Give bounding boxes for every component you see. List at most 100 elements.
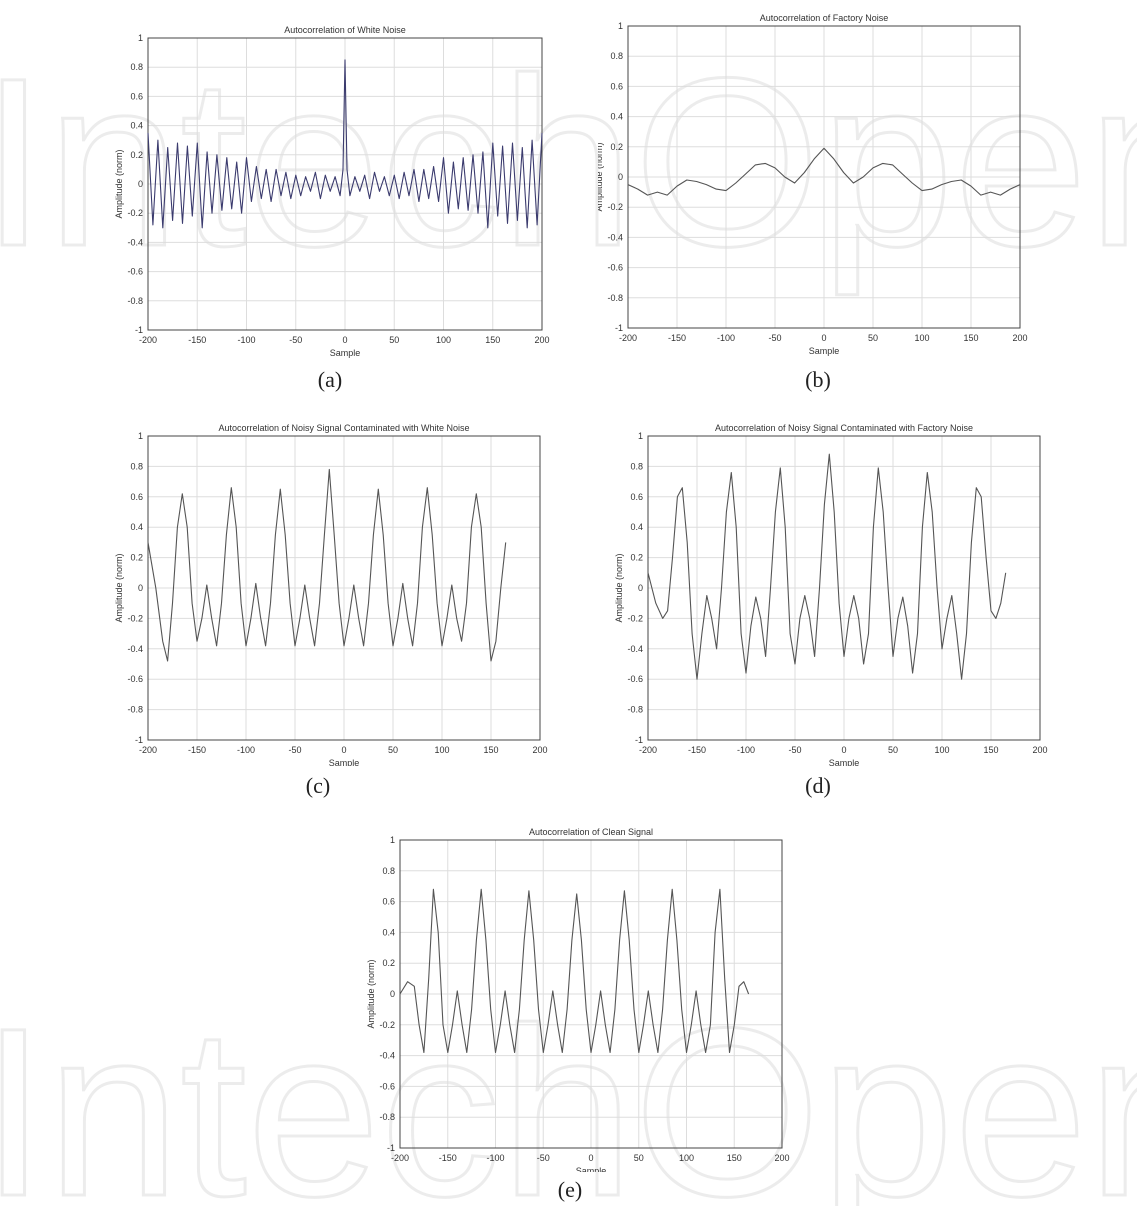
x-tick-label: 150	[485, 335, 500, 345]
y-tick-label: 0.8	[130, 461, 143, 471]
y-tick-label: -0.6	[607, 263, 623, 273]
x-axis-label: Sample	[829, 758, 860, 766]
y-tick-label: -0.6	[127, 267, 143, 277]
y-tick-label: 0.6	[130, 492, 143, 502]
x-tick-label: 200	[532, 745, 547, 755]
y-tick-label: -0.2	[379, 1020, 395, 1030]
x-tick-label: 50	[888, 745, 898, 755]
y-tick-label: -0.2	[607, 202, 623, 212]
y-tick-label: -0.4	[627, 644, 643, 654]
series-line	[399, 888, 750, 1054]
y-tick-label: 0.6	[630, 492, 643, 502]
y-tick-label: -0.2	[627, 613, 643, 623]
x-tick-label: 200	[774, 1153, 789, 1163]
x-tick-label: -100	[486, 1153, 504, 1163]
x-tick-label: -50	[289, 335, 302, 345]
x-tick-label: 150	[963, 333, 978, 343]
y-tick-label: 0.2	[630, 553, 643, 563]
x-tick-label: 0	[588, 1153, 593, 1163]
x-tick-label: 100	[434, 745, 449, 755]
y-tick-label: -0.8	[607, 293, 623, 303]
y-axis-label: Amplitude (norm)	[114, 553, 124, 622]
x-tick-label: -50	[537, 1153, 550, 1163]
x-tick-label: 150	[983, 745, 998, 755]
y-tick-label: -0.8	[627, 705, 643, 715]
y-tick-label: -1	[135, 325, 143, 335]
x-tick-label: -150	[439, 1153, 457, 1163]
caption-c: (c)	[305, 773, 331, 798]
y-tick-label: 1	[638, 431, 643, 441]
y-tick-label: 0.2	[130, 553, 143, 563]
x-tick-label: 50	[389, 335, 399, 345]
caption-a: (a)	[317, 367, 343, 392]
y-tick-label: -0.4	[607, 232, 623, 242]
panel-e: -200 -150 -100 -50 0 50 100 150 200 -1 -0.8 -0.6 -0.…	[350, 822, 790, 1212]
y-tick-label: 1	[390, 835, 395, 845]
x-tick-label: -100	[737, 745, 755, 755]
series-line	[627, 147, 1021, 196]
x-tick-label: 200	[1032, 745, 1047, 755]
chart-a: -200 -150 -100 -50 0 50 100 150 200 -1 -0.8 -0.6 -0.…	[114, 25, 550, 358]
x-tick-label: -200	[639, 745, 657, 755]
x-tick-label: -200	[139, 745, 157, 755]
x-tick-label: -50	[788, 745, 801, 755]
y-tick-label: 1	[138, 33, 143, 43]
x-tick-label: 150	[483, 745, 498, 755]
y-tick-label: 0.6	[130, 91, 143, 101]
x-axis-label: Sample	[330, 348, 361, 358]
x-tick-label: 0	[342, 335, 347, 345]
y-tick-label: 0.8	[382, 866, 395, 876]
x-tick-label: -150	[188, 745, 206, 755]
y-tick-label: 0.6	[382, 897, 395, 907]
caption-b: (b)	[805, 367, 831, 392]
y-axis-label: Amplitude (norm)	[598, 142, 604, 211]
panel-d: -200 -150 -100 -50 0 50 100 150 200 -1 -0.8 -0.6 -0.…	[598, 418, 1048, 808]
panel-a: -200 -150 -100 -50 0 50 100 150 200 -1 -0.8 -0.6 -0.…	[110, 20, 550, 410]
y-axis-label: Amplitude (norm)	[114, 149, 124, 218]
y-axis-label: Amplitude (norm)	[366, 959, 376, 1028]
caption-d: (d)	[805, 773, 831, 798]
x-tick-label: 200	[1012, 333, 1027, 343]
y-tick-label: 0.4	[610, 112, 623, 122]
y-tick-label: -0.6	[127, 674, 143, 684]
x-tick-label: 50	[634, 1153, 644, 1163]
x-tick-label: 100	[934, 745, 949, 755]
chart-title: Autocorrelation of Clean Signal	[529, 827, 653, 837]
y-tick-label: 0.2	[130, 150, 143, 160]
chart-title: Autocorrelation of Noisy Signal Contamin…	[715, 423, 973, 433]
y-tick-label: -1	[135, 735, 143, 745]
plot-frame	[147, 435, 541, 741]
y-tick-label: 0.4	[130, 121, 143, 131]
x-tick-label: -150	[688, 745, 706, 755]
x-tick-label: -200	[139, 335, 157, 345]
x-tick-label: 0	[821, 333, 826, 343]
y-tick-label: -0.4	[127, 237, 143, 247]
x-tick-label: -50	[288, 745, 301, 755]
x-tick-label: 100	[436, 335, 451, 345]
x-tick-label: 100	[679, 1153, 694, 1163]
y-tick-label: 0	[138, 583, 143, 593]
y-tick-label: -0.4	[379, 1051, 395, 1061]
x-tick-label: 50	[868, 333, 878, 343]
y-tick-label: -0.8	[127, 296, 143, 306]
y-tick-label: 0	[618, 172, 623, 182]
x-axis-label: Sample	[809, 346, 840, 356]
y-tick-label: -0.2	[127, 613, 143, 623]
y-tick-label: -0.6	[379, 1081, 395, 1091]
y-tick-label: 0.4	[382, 927, 395, 937]
plot-frame	[627, 25, 1021, 329]
panel-c: -200 -150 -100 -50 0 50 100 150 200 -1 -0.8 -0.6 -0.…	[98, 418, 548, 808]
chart-d: -200 -150 -100 -50 0 50 100 150 200 -1 -0.8 -0.6 -0.…	[614, 423, 1048, 766]
y-tick-label: 0.8	[130, 62, 143, 72]
x-axis-label: Sample	[329, 758, 360, 766]
x-tick-label: -150	[188, 335, 206, 345]
x-axis-label: Sample	[576, 1166, 607, 1172]
plot-frame	[147, 37, 543, 331]
x-tick-label: -50	[768, 333, 781, 343]
y-tick-label: 0.8	[610, 51, 623, 61]
x-tick-label: -100	[237, 335, 255, 345]
chart-title: Autocorrelation of Factory Noise	[760, 13, 889, 23]
x-tick-label: -200	[619, 333, 637, 343]
chart-c: -200 -150 -100 -50 0 50 100 150 200 -1 -0.8 -0.6 -0.…	[114, 423, 548, 766]
x-tick-label: -100	[237, 745, 255, 755]
